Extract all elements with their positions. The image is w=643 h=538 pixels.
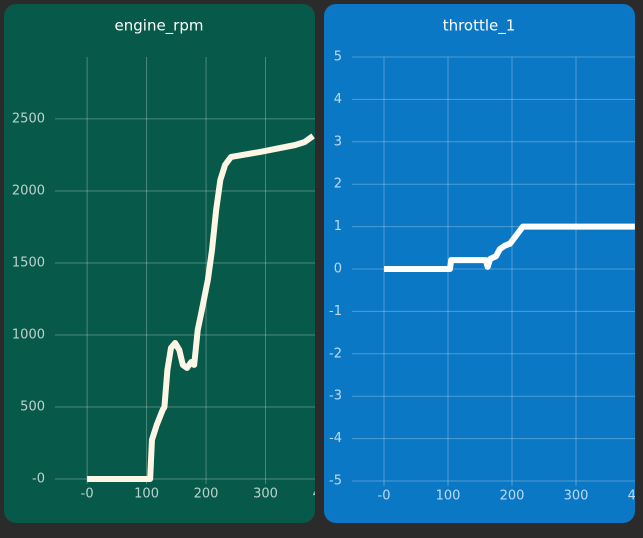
data-line [384, 223, 635, 272]
y-tick-label: 1000 [12, 327, 45, 342]
x-tick-label: -0 [81, 487, 94, 502]
y-tick-label: 500 [20, 399, 45, 414]
chart: throttle_1 -5 -4 -3 -2 -1 0 1 2 3 4 5 -0 100 200 300 400 [329, 17, 635, 504]
x-tick-label: 400 [628, 489, 635, 504]
x-tick-label: 100 [134, 487, 159, 502]
x-tick-label: 300 [253, 487, 278, 502]
x-tick-label: 200 [194, 487, 219, 502]
y-tick-label: -4 [329, 431, 342, 446]
y-tick-label: 4 [334, 92, 342, 107]
y-tick-label: 0 [334, 262, 342, 277]
data-line [87, 133, 315, 482]
y-tick-label: 1 [334, 219, 342, 234]
y-tick-label: -3 [329, 389, 342, 404]
chart: engine_rpm -0 500 1000 1500 2000 2500 -0 100 200 3… [12, 17, 315, 502]
chart-title: engine_rpm [115, 17, 204, 36]
y-tick-label: 2500 [12, 111, 45, 126]
y-tick-label: -2 [329, 346, 342, 361]
chart-panel: throttle_1 -5 -4 -3 -2 -1 0 1 2 3 4 5 -0 100 200 300 400 [324, 4, 635, 523]
y-tick-label: 1500 [12, 255, 45, 270]
x-tick-label: 400 [313, 487, 315, 502]
y-tick-label: 3 [334, 134, 342, 149]
x-tick-label: 100 [436, 489, 461, 504]
chart-panel: engine_rpm -0 500 1000 1500 2000 2500 -0 100 200 3… [4, 4, 315, 523]
y-tick-label: -1 [329, 304, 342, 319]
y-tick-label: 2000 [12, 183, 45, 198]
x-tick-label: -0 [378, 489, 391, 504]
y-tick-label: 2 [334, 177, 342, 192]
x-tick-label: 200 [500, 489, 525, 504]
y-tick-label: 5 [334, 50, 342, 65]
y-tick-label: -5 [329, 474, 342, 489]
y-tick-label: -0 [32, 472, 45, 487]
x-tick-label: 300 [564, 489, 589, 504]
chart-title: throttle_1 [443, 17, 516, 36]
